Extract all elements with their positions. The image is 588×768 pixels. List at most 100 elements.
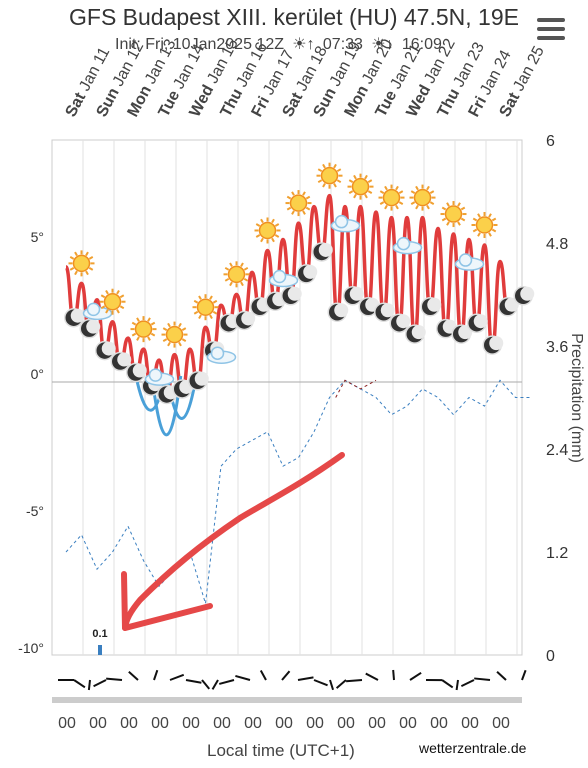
moon-icon xyxy=(126,362,147,383)
cloud-icon xyxy=(82,302,113,321)
moon-icon xyxy=(343,286,364,306)
x-tick-label: 00 xyxy=(430,715,448,732)
wind-barb xyxy=(185,679,202,684)
subzero-line xyxy=(151,375,183,437)
wind-barb xyxy=(392,669,395,681)
user-annotation-arrow xyxy=(121,452,345,631)
wind-barbs xyxy=(52,669,527,703)
wind-barb xyxy=(521,669,527,681)
moon-icon xyxy=(389,313,411,333)
moon-icon xyxy=(482,335,504,355)
x-tick-label: 00 xyxy=(182,715,200,732)
precip-dashed-line xyxy=(65,379,531,604)
hamburger-menu-icon[interactable] xyxy=(537,18,565,42)
credit-link[interactable]: wetterzentrale.de xyxy=(419,740,527,756)
x-tick-label: 00 xyxy=(275,715,293,732)
wind-barb xyxy=(329,679,335,691)
precip-bar xyxy=(98,645,102,655)
wind-barb xyxy=(201,679,211,690)
moon-icon xyxy=(374,302,395,322)
moon-icon xyxy=(498,297,519,317)
weather-icons xyxy=(64,162,535,405)
moon-icon xyxy=(188,370,209,391)
wind-barb xyxy=(73,679,86,689)
wind-barb xyxy=(496,670,507,681)
sun-icon xyxy=(285,190,312,217)
sun-icon xyxy=(471,212,498,238)
moon-icon xyxy=(95,340,116,361)
cloud-icon xyxy=(268,269,299,288)
cloud-icon xyxy=(206,346,237,364)
wind-barb xyxy=(297,676,314,681)
cloud-icon xyxy=(454,253,485,271)
init-line: Init: Fri, 10Jan2025 12Z ☀↑ 07:33 ☀↓ 16:… xyxy=(115,34,442,54)
x-tick-label: 00 xyxy=(399,715,417,732)
wind-barb xyxy=(365,672,379,681)
x-tick-label: 00 xyxy=(120,715,138,732)
moon-icon xyxy=(513,286,535,306)
wind-band xyxy=(52,697,522,703)
cloud-icon xyxy=(144,368,175,386)
annotation-arrow-shaft xyxy=(122,452,345,631)
right-tick-label: 0 xyxy=(546,648,555,665)
sun-icon xyxy=(254,217,281,244)
left-tick-label: -5° xyxy=(26,503,44,519)
wind-barb xyxy=(346,679,363,683)
sun-icon xyxy=(409,184,436,211)
cloud-icon xyxy=(330,214,361,233)
wind-barb xyxy=(153,669,159,681)
x-tick-label: 00 xyxy=(58,715,76,732)
sun-icon xyxy=(68,250,95,277)
sun-icon xyxy=(316,162,343,189)
wind-barb xyxy=(455,679,459,691)
sunset-time: 16:09 xyxy=(401,36,442,53)
moon-icon xyxy=(110,351,132,372)
moon-icon xyxy=(312,242,333,262)
moon-icon xyxy=(79,318,101,339)
wind-barb xyxy=(460,679,475,688)
right-tick-label: 1.2 xyxy=(546,545,568,562)
moon-icon xyxy=(250,297,271,317)
moon-icon xyxy=(327,302,349,322)
wind-barb xyxy=(409,671,422,681)
x-tick-label: 00 xyxy=(306,715,324,732)
wind-barb xyxy=(93,679,107,688)
wind-barb xyxy=(87,679,91,691)
plot-area xyxy=(51,139,523,656)
sunset-icon: ☀↓ xyxy=(371,36,394,53)
x-tick-label: 00 xyxy=(213,715,231,732)
sunrise-time: 07:33 xyxy=(322,36,363,53)
wind-barb xyxy=(313,679,328,687)
x-tick-label: 00 xyxy=(244,715,262,732)
x-tick-label: 00 xyxy=(492,715,510,732)
left-axis-ticks: 5° 0° -5° -10° xyxy=(18,229,44,656)
moon-icon xyxy=(405,324,426,344)
x-tick-label: 00 xyxy=(461,715,479,732)
sun-icon xyxy=(130,316,157,343)
wind-barb xyxy=(106,677,123,681)
sun-icon xyxy=(161,321,188,348)
moon-icon xyxy=(296,264,318,284)
sun-icon xyxy=(223,261,250,288)
moon-icon xyxy=(64,307,85,328)
right-tick-label: 6 xyxy=(546,133,555,150)
left-tick-label: 0° xyxy=(31,366,44,382)
moon-icon xyxy=(451,324,473,344)
sun-icon xyxy=(99,288,126,315)
chart-title: GFS Budapest XIII. kerület (HU) 47.5N, 1… xyxy=(69,4,519,30)
x-axis-label: Local time (UTC+1) xyxy=(207,741,355,760)
left-tick-label: 5° xyxy=(31,229,44,245)
wind-barb xyxy=(211,679,219,690)
wind-barb xyxy=(128,671,139,681)
moon-icon xyxy=(234,310,256,331)
precip-bar-label: 0.1 xyxy=(92,628,107,640)
moon-icon xyxy=(420,297,442,317)
wind-barb xyxy=(441,679,454,689)
right-axis-label: Precipitation (mm) xyxy=(568,333,585,463)
init-text: Init: Fri, 10Jan2025 12Z xyxy=(115,36,284,53)
x-tick-label: 00 xyxy=(368,715,386,732)
x-tick-label: 00 xyxy=(89,715,107,732)
wind-barb xyxy=(259,670,267,681)
wind-barb xyxy=(219,679,235,685)
